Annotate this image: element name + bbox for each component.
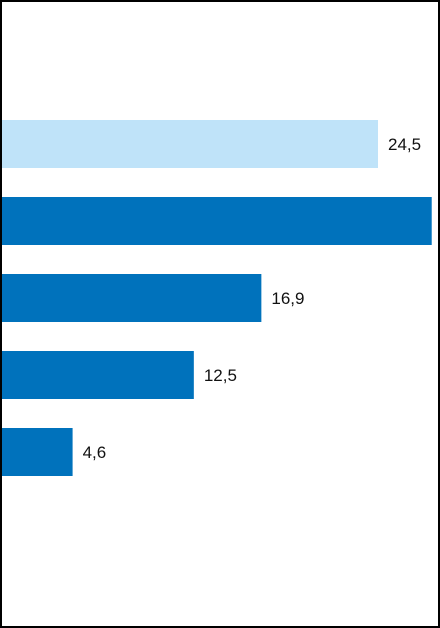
bar-value-label-4: 12,5: [204, 366, 237, 385]
bar-3: [2, 274, 262, 322]
bar-2: [2, 197, 432, 245]
bar-1: [2, 120, 378, 168]
bar-4: [2, 351, 194, 399]
bar-5: [2, 428, 73, 476]
bar-value-label-1: 24,5: [388, 135, 421, 154]
bar-value-label-5: 4,6: [83, 443, 107, 462]
bar-value-label-3: 16,9: [271, 289, 304, 308]
